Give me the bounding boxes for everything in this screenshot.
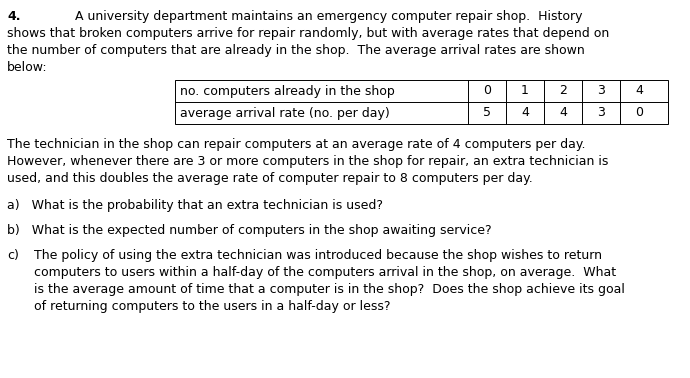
Text: 4.: 4. [7, 10, 21, 23]
Text: 0: 0 [635, 107, 643, 119]
Text: used, and this doubles the average rate of computer repair to 8 computers per da: used, and this doubles the average rate … [7, 172, 533, 185]
Text: 4: 4 [635, 85, 643, 98]
Text: the number of computers that are already in the shop.  The average arrival rates: the number of computers that are already… [7, 44, 584, 57]
Text: b)   What is the expected number of computers in the shop awaiting service?: b) What is the expected number of comput… [7, 224, 491, 237]
Text: c): c) [7, 249, 19, 262]
Text: is the average amount of time that a computer is in the shop?  Does the shop ach: is the average amount of time that a com… [34, 283, 625, 296]
Text: 2: 2 [559, 85, 567, 98]
Text: A university department maintains an emergency computer repair shop.  History: A university department maintains an eme… [75, 10, 582, 23]
Text: of returning computers to the users in a half-day or less?: of returning computers to the users in a… [34, 300, 391, 313]
Text: However, whenever there are 3 or more computers in the shop for repair, an extra: However, whenever there are 3 or more co… [7, 155, 609, 168]
Text: The policy of using the extra technician was introduced because the shop wishes : The policy of using the extra technician… [34, 249, 602, 262]
Text: 0: 0 [483, 85, 491, 98]
Text: 4: 4 [559, 107, 567, 119]
Text: 3: 3 [597, 85, 605, 98]
Text: below:: below: [7, 61, 48, 74]
Text: 1: 1 [521, 85, 529, 98]
Text: a)   What is the probability that an extra technician is used?: a) What is the probability that an extra… [7, 199, 383, 212]
Text: shows that broken computers arrive for repair randomly, but with average rates t: shows that broken computers arrive for r… [7, 27, 609, 40]
Text: no. computers already in the shop: no. computers already in the shop [180, 85, 395, 98]
Text: 4: 4 [521, 107, 529, 119]
Text: 3: 3 [597, 107, 605, 119]
Text: average arrival rate (no. per day): average arrival rate (no. per day) [180, 107, 390, 119]
Text: computers to users within a half-day of the computers arrival in the shop, on av: computers to users within a half-day of … [34, 266, 616, 279]
Text: 5: 5 [483, 107, 491, 119]
Text: The technician in the shop can repair computers at an average rate of 4 computer: The technician in the shop can repair co… [7, 138, 586, 151]
